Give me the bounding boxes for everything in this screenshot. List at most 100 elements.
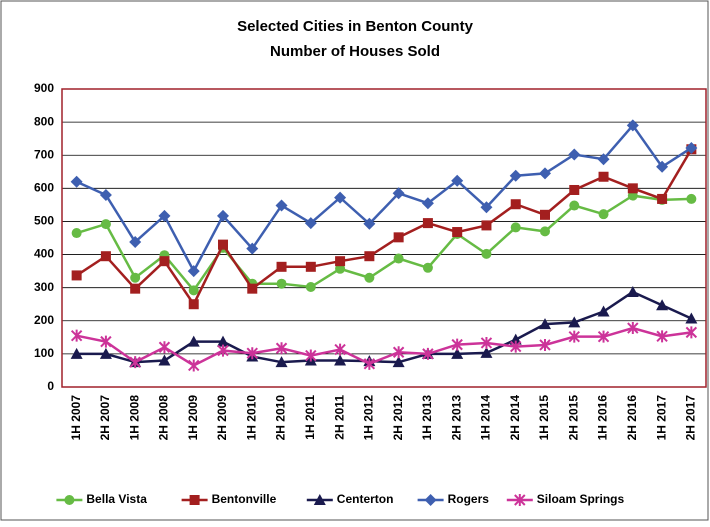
x-tick-label: 1H 2009	[186, 395, 200, 441]
x-tick-label: 1H 2017	[654, 395, 668, 441]
x-tick-label: 2H 2015	[566, 395, 580, 441]
marker	[305, 349, 317, 362]
marker	[480, 201, 493, 214]
marker	[158, 209, 171, 222]
marker	[598, 209, 609, 220]
marker	[393, 232, 404, 243]
x-tick-label: 2H 2017	[684, 395, 698, 441]
marker	[392, 346, 405, 359]
marker	[188, 359, 200, 372]
marker	[685, 326, 698, 339]
marker	[656, 299, 669, 311]
marker	[158, 354, 171, 366]
series-line	[75, 148, 693, 307]
x-tick-label: 2H 2012	[391, 395, 405, 441]
legend-label: Siloam Springs	[537, 492, 625, 506]
y-tick-label: 600	[34, 181, 54, 195]
marker	[685, 312, 698, 324]
marker	[100, 335, 112, 348]
marker	[539, 167, 551, 180]
marker	[305, 261, 316, 272]
marker	[70, 329, 83, 342]
series-line	[76, 194, 692, 293]
marker	[540, 226, 550, 237]
marker	[509, 169, 522, 182]
marker	[187, 265, 200, 278]
marker	[685, 141, 698, 154]
y-tick-label: 0	[47, 379, 54, 393]
x-tick-label: 2H 2007	[98, 395, 112, 441]
marker	[70, 347, 83, 359]
marker	[247, 283, 258, 294]
y-tick-label: 800	[34, 114, 54, 128]
marker	[99, 188, 112, 201]
y-tick-label: 200	[34, 313, 54, 327]
marker	[510, 222, 521, 233]
marker	[392, 356, 405, 368]
x-tick-label: 1H 2011	[303, 395, 317, 440]
marker	[656, 160, 669, 173]
marker	[481, 248, 492, 259]
marker	[217, 209, 229, 222]
marker	[392, 187, 405, 200]
marker	[334, 343, 346, 356]
x-tick-label: 1H 2013	[420, 395, 434, 441]
x-tick-label: 1H 2014	[479, 395, 493, 441]
marker	[657, 193, 668, 204]
marker	[246, 347, 258, 360]
marker	[129, 356, 141, 369]
marker	[568, 316, 581, 328]
plot-border	[61, 88, 707, 388]
marker	[510, 340, 522, 353]
marker	[568, 330, 580, 343]
marker	[422, 262, 433, 273]
marker	[246, 242, 259, 255]
x-tick-label: 2H 2011	[332, 395, 346, 440]
marker	[451, 174, 464, 187]
marker	[129, 235, 142, 248]
marker	[569, 184, 580, 195]
marker	[422, 218, 433, 229]
marker	[656, 330, 668, 343]
marker	[510, 199, 521, 210]
marker	[514, 494, 526, 506]
y-tick-label: 500	[34, 214, 54, 228]
x-tick-label: 2H 2009	[215, 395, 229, 441]
y-tick-label: 300	[34, 280, 54, 294]
marker	[71, 270, 82, 281]
marker	[335, 256, 346, 267]
marker	[100, 219, 111, 230]
marker	[217, 344, 229, 357]
marker	[569, 200, 580, 211]
marker	[539, 318, 551, 330]
marker	[421, 197, 434, 210]
x-tick-label: 1H 2016	[596, 395, 610, 441]
marker	[304, 217, 317, 230]
x-tick-label: 1H 2010	[244, 395, 258, 441]
x-tick-label: 1H 2007	[69, 395, 83, 441]
legend-label: Bentonville	[212, 492, 277, 506]
marker	[626, 119, 639, 132]
x-tick-label: 2H 2014	[508, 395, 522, 441]
series-line	[76, 326, 692, 367]
marker	[597, 330, 610, 343]
marker	[627, 183, 638, 194]
y-tick-label: 900	[34, 81, 54, 95]
series-line	[76, 290, 692, 364]
marker	[424, 494, 437, 506]
marker	[627, 322, 639, 335]
marker	[568, 148, 581, 161]
x-tick-label: 2H 2008	[157, 395, 171, 441]
chart-title: Number of Houses Sold	[270, 43, 440, 60]
marker	[188, 285, 199, 296]
marker	[130, 272, 141, 283]
marker	[626, 285, 639, 297]
x-tick-label: 2H 2010	[274, 395, 288, 441]
marker	[393, 253, 404, 264]
marker	[363, 357, 376, 370]
y-tick-label: 100	[34, 346, 54, 360]
marker	[188, 299, 199, 310]
marker	[363, 217, 376, 230]
marker	[686, 193, 697, 204]
